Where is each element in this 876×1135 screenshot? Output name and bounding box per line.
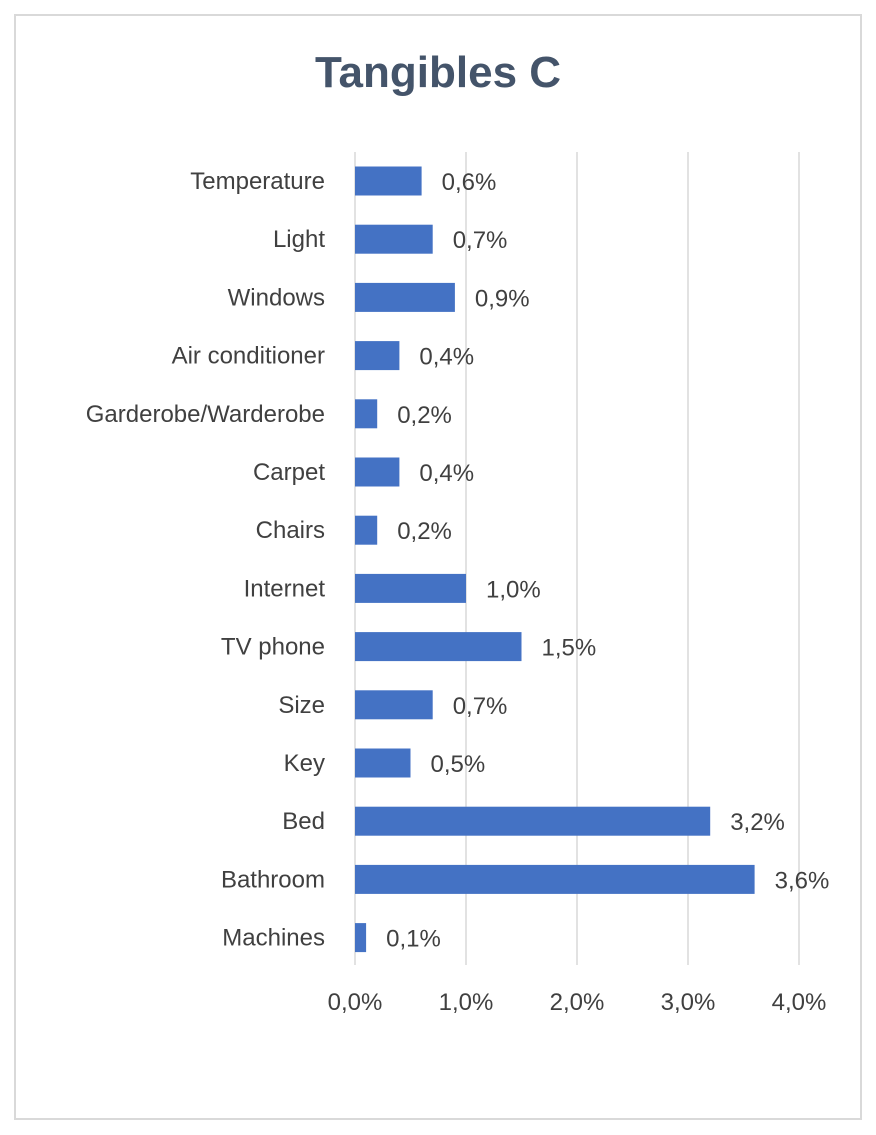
data-label: 0,5%: [431, 751, 486, 778]
category-label: Internet: [244, 575, 326, 602]
bar: [355, 573, 466, 603]
data-label: 0,9%: [475, 285, 530, 312]
x-tick-label: 2,0%: [550, 989, 605, 1016]
category-label: Carpet: [253, 459, 325, 486]
bar: [355, 166, 422, 196]
category-label: Light: [273, 226, 325, 253]
bar: [355, 515, 378, 545]
chart-title: Tangibles C: [314, 48, 562, 97]
data-label: 1,0%: [486, 576, 541, 603]
bars: [355, 166, 755, 953]
x-tick-label: 0,0%: [328, 989, 383, 1016]
bar: [355, 224, 433, 254]
bar: [355, 923, 367, 953]
bar: [355, 457, 400, 487]
category-label: Temperature: [190, 168, 325, 195]
bar: [355, 341, 400, 371]
category-label: Key: [284, 750, 325, 777]
category-label: Garderobe/Warderobe: [86, 401, 325, 428]
data-label: 0,2%: [397, 402, 452, 429]
bar: [355, 864, 755, 894]
category-label: Bathroom: [221, 866, 325, 893]
category-label: Chairs: [256, 517, 325, 544]
data-label: 0,6%: [442, 169, 497, 196]
category-label: Air conditioner: [172, 343, 325, 370]
data-label: 0,7%: [453, 693, 508, 720]
x-tick-label: 3,0%: [661, 989, 716, 1016]
labels: 0,0% 1,0% 2,0% 3,0% 4,0% Temperature 0,6% Light…: [86, 168, 830, 1016]
category-label: Bed: [282, 808, 325, 835]
bar: [355, 282, 455, 312]
gridlines: [354, 152, 800, 965]
category-label: TV phone: [221, 634, 325, 661]
bar: [355, 748, 411, 778]
data-label: 0,4%: [419, 460, 474, 487]
category-label: Windows: [228, 284, 325, 311]
x-tick-label: 4,0%: [772, 989, 827, 1016]
bar: [355, 690, 433, 720]
bar: [355, 632, 522, 662]
data-label: 0,2%: [397, 518, 452, 545]
data-label: 3,6%: [775, 867, 830, 894]
bar: [355, 399, 378, 429]
data-label: 0,4%: [419, 344, 474, 371]
data-label: 3,2%: [730, 809, 785, 836]
data-label: 1,5%: [542, 635, 597, 662]
bar: [355, 806, 711, 836]
data-label: 0,7%: [453, 227, 508, 254]
category-label: Machines: [222, 925, 325, 952]
data-label: 0,1%: [386, 926, 441, 953]
category-label: Size: [278, 692, 325, 719]
chart-frame: [14, 14, 862, 1120]
x-tick-label: 1,0%: [439, 989, 494, 1016]
